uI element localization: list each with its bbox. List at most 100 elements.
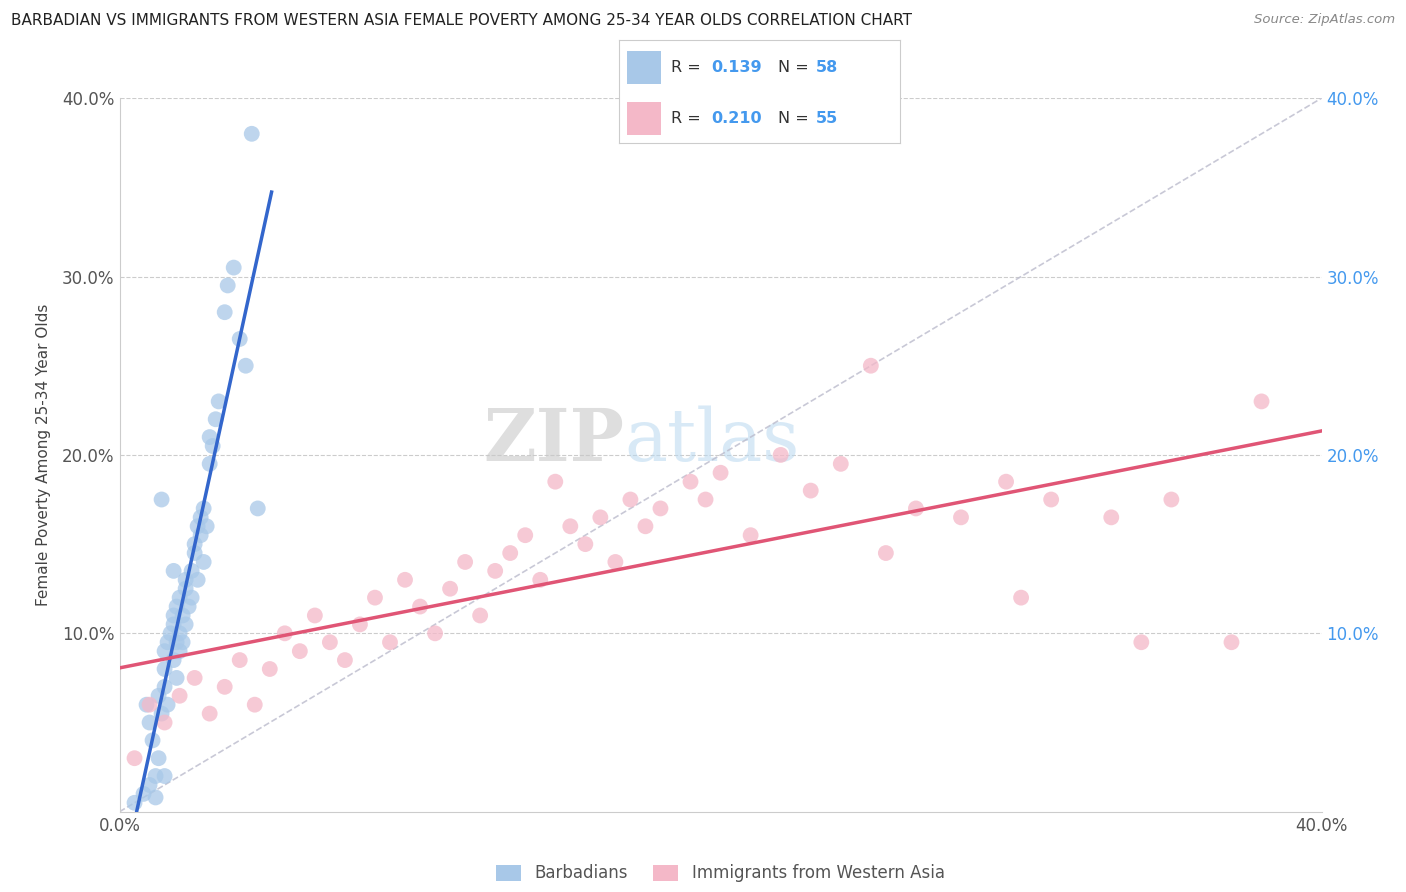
Point (515, 528, 537, 542)
Point (364, 591, 387, 605)
Point (183, 546, 205, 560)
Point (174, 617, 197, 632)
Point (162, 617, 184, 632)
Point (904, 501, 927, 516)
Point (288, 644, 311, 658)
Point (156, 698, 179, 712)
Point (198, 430, 221, 444)
Point (204, 412, 226, 426)
Point (222, 260, 245, 275)
Text: BARBADIAN VS IMMIGRANTS FROM WESTERN ASIA FEMALE POVERTY AMONG 25-34 YEAR OLDS C: BARBADIAN VS IMMIGRANTS FROM WESTERN ASI… (11, 13, 912, 29)
Point (138, 715, 160, 730)
Point (198, 706, 221, 721)
Point (132, 787, 155, 801)
Point (605, 555, 627, 569)
Point (138, 698, 160, 712)
Point (304, 608, 326, 623)
Bar (627, 102, 661, 135)
Point (995, 475, 1018, 489)
Point (166, 671, 188, 685)
Point (246, 501, 269, 516)
Point (153, 644, 176, 658)
Point (174, 573, 197, 587)
Point (150, 492, 173, 507)
Point (319, 635, 342, 649)
Point (830, 457, 852, 471)
Point (169, 644, 191, 658)
Point (198, 457, 221, 471)
Point (187, 573, 209, 587)
Point (499, 546, 522, 560)
Point (378, 635, 401, 649)
Point (153, 769, 176, 783)
Point (145, 769, 167, 783)
Point (619, 492, 641, 507)
Point (695, 492, 717, 507)
Point (148, 751, 170, 765)
Point (439, 582, 461, 596)
Legend: Barbadians, Immigrants from Western Asia: Barbadians, Immigrants from Western Asia (489, 858, 952, 889)
Point (349, 617, 371, 632)
Point (169, 591, 191, 605)
Point (180, 591, 202, 605)
Point (124, 751, 146, 765)
Point (740, 528, 762, 542)
Point (709, 466, 731, 480)
Point (875, 546, 897, 560)
Point (228, 332, 252, 346)
Point (193, 555, 215, 569)
Y-axis label: Female Poverty Among 25-34 Year Olds: Female Poverty Among 25-34 Year Olds (37, 304, 51, 606)
Point (544, 475, 567, 489)
Point (153, 715, 176, 730)
Point (172, 608, 194, 623)
Point (183, 537, 205, 551)
Point (124, 796, 146, 810)
Point (235, 359, 257, 373)
Text: ZIP: ZIP (484, 405, 624, 476)
Text: R =: R = (671, 111, 706, 126)
Text: N =: N = (778, 111, 814, 126)
Text: Source: ZipAtlas.com: Source: ZipAtlas.com (1254, 13, 1395, 27)
Point (180, 564, 202, 578)
Point (169, 626, 191, 640)
Point (153, 662, 176, 676)
Point (769, 448, 792, 462)
Point (150, 706, 173, 721)
Point (859, 359, 882, 373)
Text: 55: 55 (815, 111, 838, 126)
Point (138, 778, 160, 792)
Point (177, 599, 200, 614)
Point (148, 689, 170, 703)
Point (159, 626, 181, 640)
Text: 58: 58 (815, 60, 838, 75)
Point (454, 555, 477, 569)
Point (950, 510, 973, 524)
Point (468, 608, 492, 623)
Point (589, 510, 612, 524)
Point (574, 537, 596, 551)
Point (259, 662, 281, 676)
Point (409, 599, 432, 614)
Point (135, 698, 157, 712)
Point (174, 582, 197, 596)
Bar (627, 51, 661, 84)
Point (1010, 591, 1032, 605)
Point (208, 394, 231, 409)
Point (153, 680, 176, 694)
Point (243, 698, 266, 712)
Point (1250, 394, 1272, 409)
Point (529, 573, 551, 587)
Point (1160, 492, 1182, 507)
Point (679, 475, 702, 489)
Point (423, 626, 446, 640)
Point (162, 653, 184, 667)
Point (274, 626, 297, 640)
Point (333, 653, 356, 667)
Point (183, 671, 205, 685)
Point (634, 519, 657, 533)
Point (190, 510, 212, 524)
Text: R =: R = (671, 60, 706, 75)
Text: 0.139: 0.139 (711, 60, 762, 75)
Point (1130, 635, 1153, 649)
Point (214, 680, 236, 694)
